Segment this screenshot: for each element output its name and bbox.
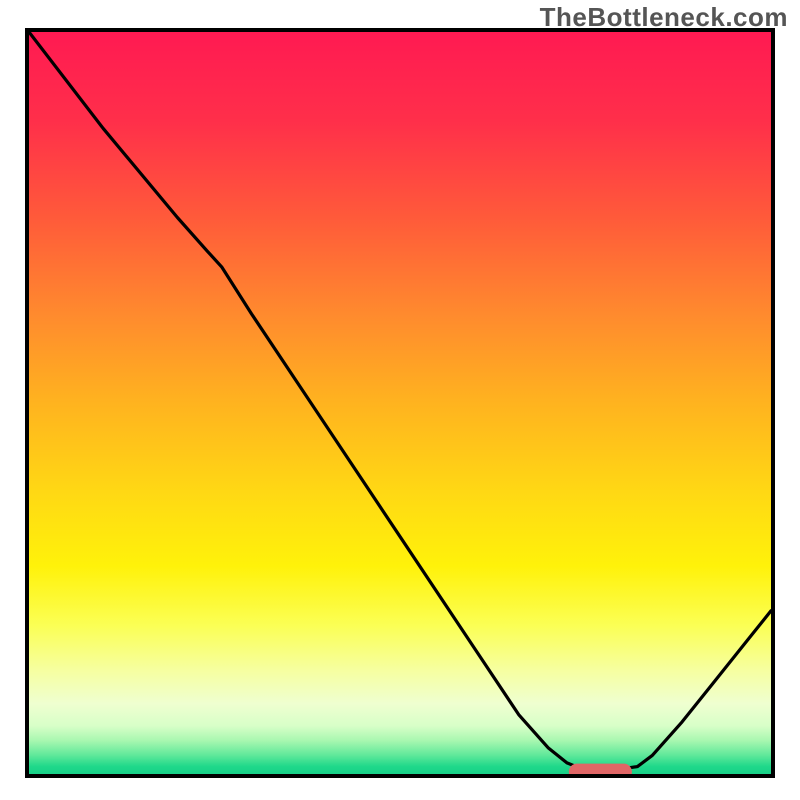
watermark-text: TheBottleneck.com bbox=[540, 2, 788, 33]
chart-container: TheBottleneck.com bbox=[0, 0, 800, 800]
plot-frame-border bbox=[25, 28, 775, 778]
